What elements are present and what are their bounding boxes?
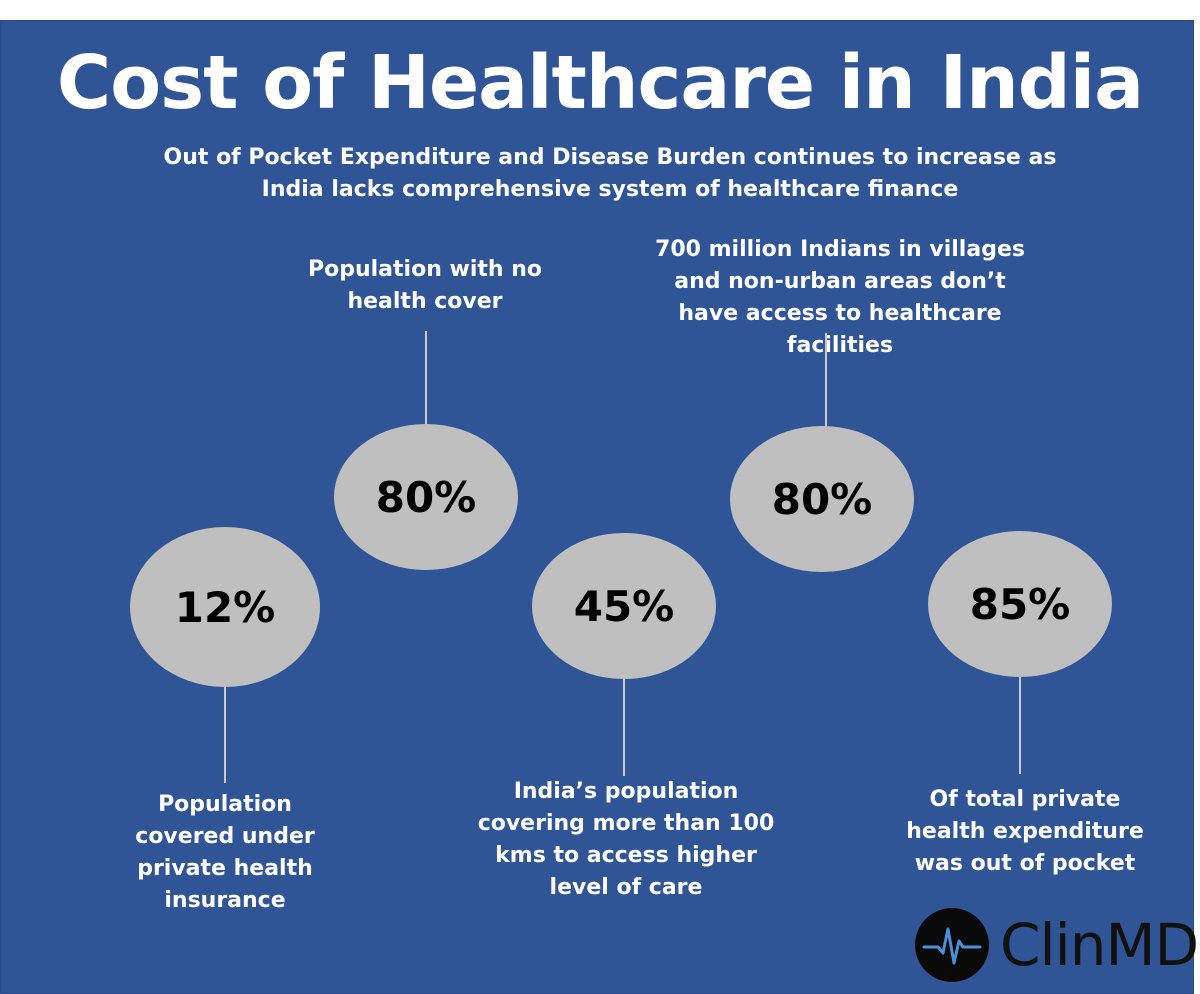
stat-caption-travel-distance: India’s population covering more than 10… bbox=[477, 779, 775, 900]
page-subtitle: Out of Pocket Expenditure and Disease Bu… bbox=[163, 145, 1057, 202]
page-title: Cost of Healthcare in India bbox=[56, 40, 1144, 126]
stat-caption-out-of-pocket: Of total private health expenditure was … bbox=[906, 787, 1144, 876]
connector-line bbox=[825, 333, 827, 428]
stat-bubble-no-health-cover: 80% bbox=[334, 424, 518, 570]
stat-bubble-private-insurance: 12% bbox=[130, 527, 320, 687]
stat-value: 85% bbox=[969, 579, 1071, 629]
stat-bubble-rural-access: 80% bbox=[730, 426, 914, 572]
logo-text: ClinMD bbox=[1000, 911, 1199, 979]
heartbeat-icon bbox=[915, 908, 989, 982]
stat-bubble-out-of-pocket: 85% bbox=[928, 531, 1112, 677]
stat-value: 45% bbox=[573, 581, 675, 631]
connector-line bbox=[1019, 677, 1021, 774]
stat-caption-private-insurance: Population covered under private health … bbox=[135, 792, 315, 913]
stat-caption-rural-access: 700 million Indians in villages and non-… bbox=[655, 237, 1025, 358]
connector-line bbox=[425, 331, 427, 426]
connector-line bbox=[623, 679, 625, 776]
stat-caption-no-health-cover: Population with no health cover bbox=[307, 257, 542, 314]
clinmd-logo: ClinMD bbox=[914, 906, 1199, 984]
stat-value: 12% bbox=[174, 582, 276, 632]
stat-bubble-travel-distance: 45% bbox=[532, 533, 716, 679]
infographic-panel bbox=[0, 20, 1194, 994]
connector-line bbox=[224, 687, 226, 783]
stat-value: 80% bbox=[771, 474, 873, 524]
stat-value: 80% bbox=[375, 472, 477, 522]
